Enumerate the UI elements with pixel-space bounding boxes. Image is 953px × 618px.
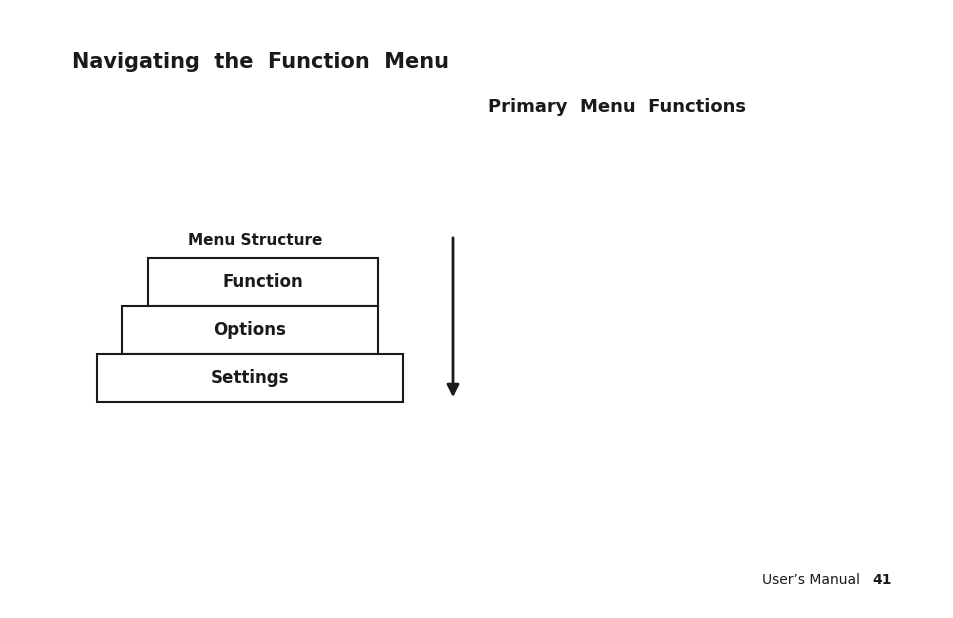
Text: Navigating  the  Function  Menu: Navigating the Function Menu xyxy=(71,52,449,72)
Bar xyxy=(97,354,402,402)
Text: Function: Function xyxy=(222,273,303,291)
Bar xyxy=(122,306,377,354)
Text: User’s Manual: User’s Manual xyxy=(761,573,859,587)
Text: Settings: Settings xyxy=(211,369,289,387)
Text: Options: Options xyxy=(213,321,286,339)
Text: Primary  Menu  Functions: Primary Menu Functions xyxy=(488,98,745,116)
Text: 41: 41 xyxy=(871,573,890,587)
Text: Menu Structure: Menu Structure xyxy=(188,233,322,248)
Bar xyxy=(148,258,377,306)
